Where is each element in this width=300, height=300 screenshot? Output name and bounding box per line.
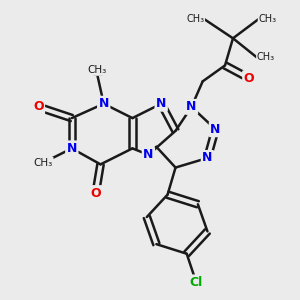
Text: —: — bbox=[92, 70, 102, 80]
Text: N: N bbox=[202, 152, 213, 164]
Text: Cl: Cl bbox=[190, 276, 203, 289]
Text: N: N bbox=[98, 97, 109, 110]
Text: CH₃: CH₃ bbox=[257, 52, 275, 62]
Text: O: O bbox=[244, 72, 254, 85]
Text: CH₃: CH₃ bbox=[259, 14, 277, 24]
Text: N: N bbox=[156, 97, 166, 110]
Text: CH₃: CH₃ bbox=[34, 158, 53, 168]
Text: N: N bbox=[186, 100, 197, 113]
Text: CH₃: CH₃ bbox=[88, 65, 107, 75]
Text: N: N bbox=[210, 123, 220, 136]
Text: N: N bbox=[143, 148, 154, 161]
Text: CH₃: CH₃ bbox=[186, 14, 204, 24]
Text: O: O bbox=[33, 100, 44, 113]
Text: N: N bbox=[67, 142, 77, 155]
Text: O: O bbox=[90, 187, 101, 200]
